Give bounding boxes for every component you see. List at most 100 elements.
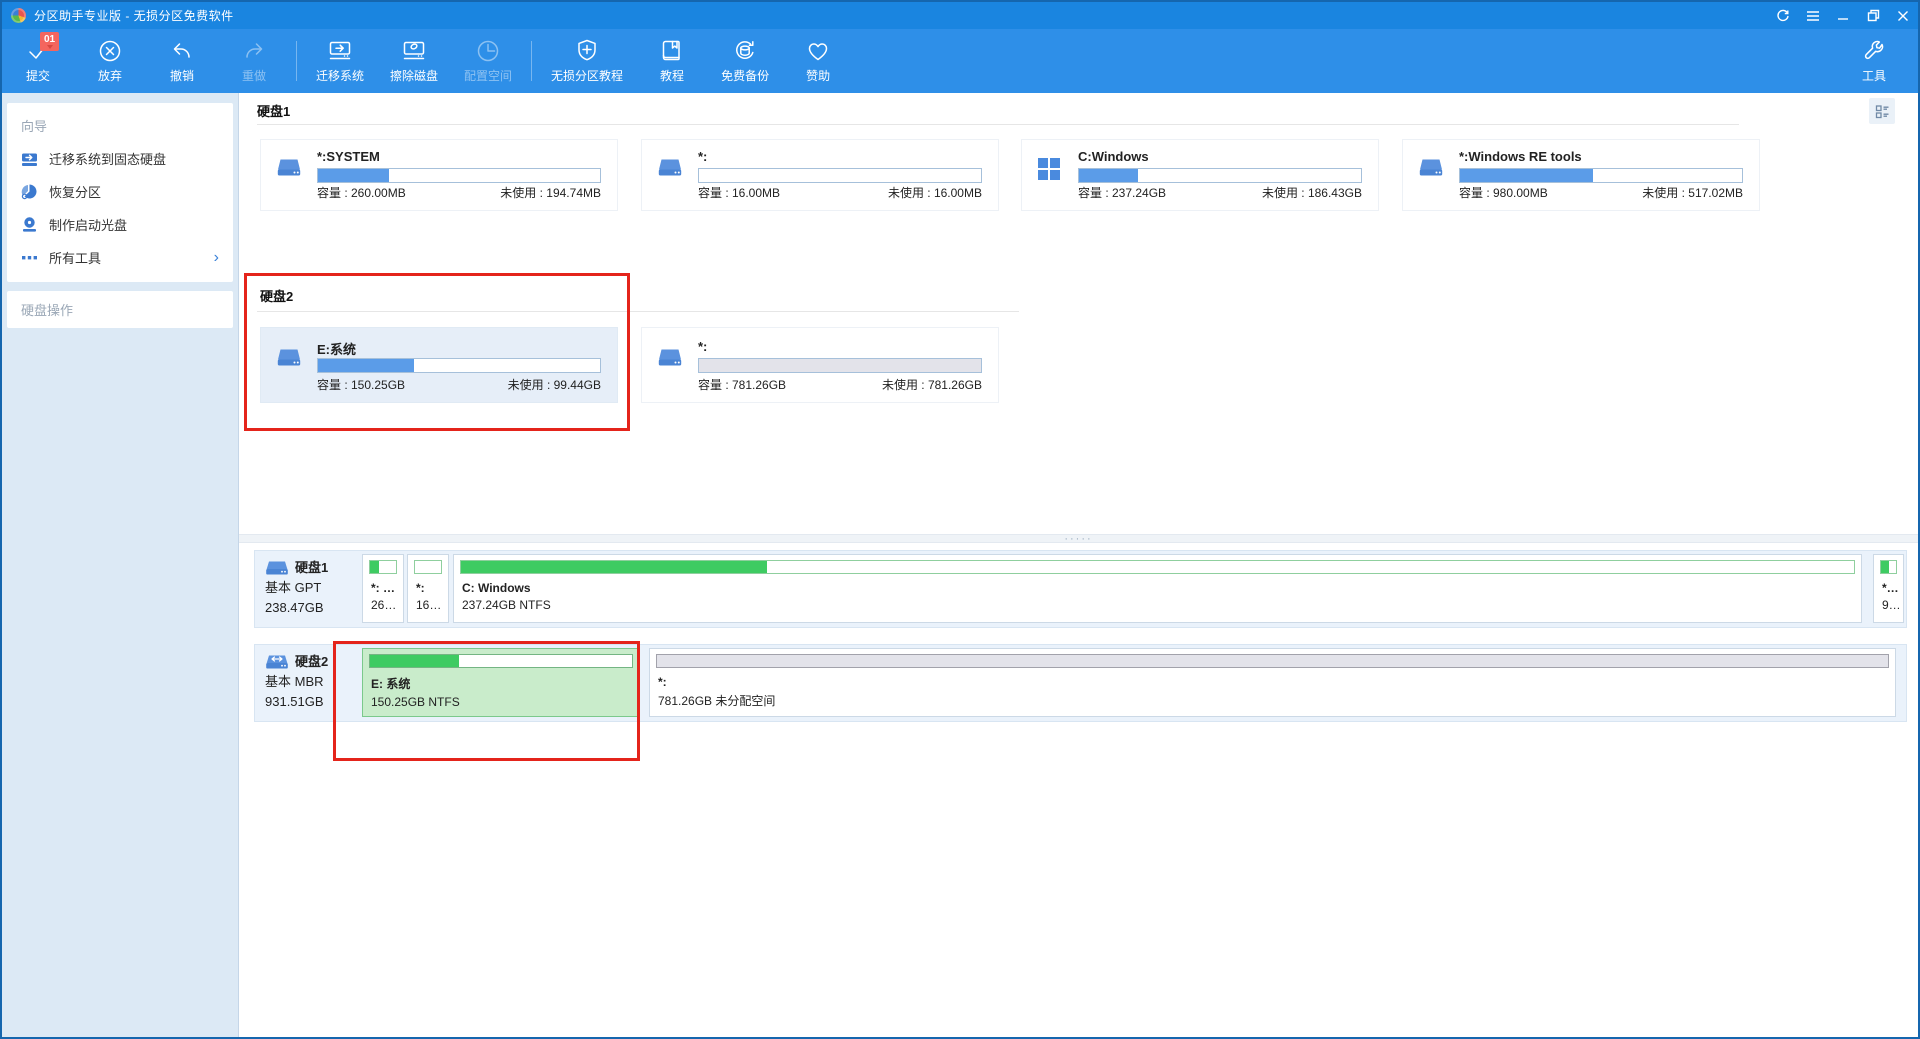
map-block-re[interactable]: *… 9…	[1873, 554, 1904, 623]
window-controls	[1768, 2, 1918, 29]
usage-strip	[460, 560, 1855, 574]
migrate-ssd-icon	[22, 153, 37, 166]
disk-name: 硬盘2	[295, 654, 329, 669]
usage-bar	[317, 358, 601, 373]
chevron-right-icon: ›	[213, 248, 219, 266]
wizard-header: 向导	[21, 119, 48, 134]
wizard-panel: 向导 迁移系统到固态硬盘 恢复分区	[7, 103, 233, 282]
shield-plus-icon	[578, 39, 596, 61]
menu-button[interactable]	[1798, 2, 1828, 29]
usage-bar	[1459, 168, 1743, 183]
view-toggle-button[interactable]	[1869, 98, 1895, 124]
wrench-icon	[1864, 40, 1884, 60]
unused-label: 未使用 : 186.43GB	[1261, 186, 1362, 200]
usage-strip	[369, 560, 397, 574]
unused-label: 未使用 : 16.00MB	[887, 186, 982, 200]
main-area: 硬盘1 *:SYSTEM 容量 : 260.00MB 未使用 : 194.74M…	[239, 93, 1918, 1037]
tutorial-button[interactable]: 教程	[636, 29, 708, 93]
close-button[interactable]	[1888, 2, 1918, 29]
usage-bar	[1078, 168, 1362, 183]
maximize-button[interactable]	[1858, 2, 1888, 29]
redo-button[interactable]: 重做	[218, 29, 290, 93]
sponsor-button[interactable]: 赞助	[782, 29, 854, 93]
badge-caret-icon	[46, 45, 53, 49]
drive-icon	[277, 159, 301, 176]
partition-tutorial-button[interactable]: 无损分区教程	[538, 29, 636, 93]
migrate-os-button[interactable]: 迁移系统	[303, 29, 377, 93]
capacity-label: 容量 : 781.26GB	[698, 378, 787, 392]
recover-partition-icon	[21, 184, 37, 200]
map-block-e-system[interactable]: E: 系统 150.25GB NTFS	[362, 648, 640, 717]
drive-icon	[277, 349, 301, 366]
map-block-unallocated[interactable]: *: 781.26GB 未分配空间	[649, 648, 1896, 717]
free-backup-button[interactable]: 免费备份	[708, 29, 782, 93]
usage-bar	[698, 168, 982, 183]
panel-splitter[interactable]: ·····	[239, 533, 1918, 544]
disk2-map-row: 硬盘2 基本 MBR 931.51GB E: 系统 150.25GB NTFS …	[254, 644, 1907, 722]
pie-clock-icon	[477, 40, 499, 62]
minimize-icon	[1838, 17, 1848, 20]
disk2-info: 硬盘2 基本 MBR 931.51GB	[265, 652, 328, 712]
partition-card-unallocated[interactable]: *: 容量 : 781.26GB 未使用 : 781.26GB	[641, 327, 999, 403]
unused-label: 未使用 : 194.74MB	[500, 186, 601, 200]
refresh-icon	[1777, 9, 1789, 21]
partition-card-msr[interactable]: *: 容量 : 16.00MB 未使用 : 16.00MB	[641, 139, 999, 211]
submit-button[interactable]: 01 提交	[2, 29, 74, 93]
disk1-info: 硬盘1 基本 GPT 238.47GB	[265, 558, 328, 618]
partition-card-e-system[interactable]: E:系统 容量 : 150.25GB 未使用 : 99.44GB	[260, 327, 618, 403]
restore-icon	[1867, 9, 1879, 22]
partition-card-windows-re[interactable]: *:Windows RE tools 容量 : 980.00MB 未使用 : 5…	[1402, 139, 1760, 211]
disk-icon	[266, 561, 288, 574]
map-block-sys[interactable]: *: … 26…	[362, 554, 404, 623]
capacity-label: 容量 : 16.00MB	[698, 186, 781, 200]
usage-strip	[656, 654, 1889, 668]
disk-size: 238.47GB	[265, 600, 324, 615]
undo-button[interactable]: 撤销	[146, 29, 218, 93]
disk-type: 基本 MBR	[265, 674, 324, 689]
unused-label: 未使用 : 99.44GB	[507, 378, 601, 392]
usage-strip	[369, 654, 633, 668]
wipe-disk-button[interactable]: 擦除磁盘	[377, 29, 451, 93]
refresh-button[interactable]	[1768, 2, 1798, 29]
bootable-disc-icon	[23, 217, 36, 232]
sidebar-item-recover-partition[interactable]: 恢复分区	[7, 175, 233, 208]
section-divider	[257, 124, 1739, 125]
partition-card-c-windows[interactable]: C:Windows 容量 : 237.24GB 未使用 : 186.43GB	[1021, 139, 1379, 211]
window-title: 分区助手专业版 - 无损分区免费软件	[34, 9, 234, 23]
disk-operations-header: 硬盘操作	[7, 291, 233, 328]
disk-size: 931.51GB	[265, 694, 324, 709]
tools-button[interactable]: 工具	[1838, 29, 1910, 93]
map-block-msr[interactable]: *: 16…	[407, 554, 449, 623]
usage-strip	[1880, 560, 1897, 574]
migrate-disk-icon	[329, 41, 351, 60]
app-logo-icon	[11, 8, 26, 23]
unused-label: 未使用 : 781.26GB	[881, 378, 982, 392]
drive-icon	[658, 159, 682, 176]
sidebar-item-label: 所有工具	[49, 251, 102, 266]
main-toolbar: 01 提交 放弃 撤销 重做 迁移系统	[2, 29, 1918, 93]
disk2-section-title: 硬盘2	[260, 289, 294, 304]
title-bar: 分区助手专业版 - 无损分区免费软件	[2, 2, 1918, 29]
allocate-space-button[interactable]: 配置空间	[451, 29, 525, 93]
map-block-c-windows[interactable]: C: Windows 237.24GB NTFS	[453, 554, 1862, 623]
discard-button[interactable]: 放弃	[74, 29, 146, 93]
erase-disk-icon	[403, 41, 425, 60]
disk-type: 基本 GPT	[265, 580, 322, 595]
minimize-button[interactable]	[1828, 2, 1858, 29]
sidebar-item-make-bootable-disc[interactable]: 制作启动光盘	[7, 208, 233, 241]
sidebar-item-label: 迁移系统到固态硬盘	[49, 152, 167, 167]
section-divider	[257, 311, 1019, 312]
sidebar-item-all-tools[interactable]: 所有工具 ›	[7, 241, 233, 274]
partition-card-system[interactable]: *:SYSTEM 容量 : 260.00MB 未使用 : 194.74MB	[260, 139, 618, 211]
usage-bar	[317, 168, 601, 183]
sidebar-item-migrate-os-to-ssd[interactable]: 迁移系统到固态硬盘	[7, 142, 233, 175]
drive-icon	[1419, 159, 1443, 176]
capacity-label: 容量 : 150.25GB	[317, 378, 406, 392]
disk1-section-title: 硬盘1	[257, 104, 291, 119]
more-dots-icon	[22, 256, 37, 260]
sidebar: 向导 迁移系统到固态硬盘 恢复分区	[2, 93, 239, 1037]
toolbar-separator	[296, 41, 297, 81]
book-icon	[662, 40, 680, 61]
windows-logo-icon	[1038, 158, 1060, 180]
sidebar-item-label: 制作启动光盘	[49, 218, 128, 233]
